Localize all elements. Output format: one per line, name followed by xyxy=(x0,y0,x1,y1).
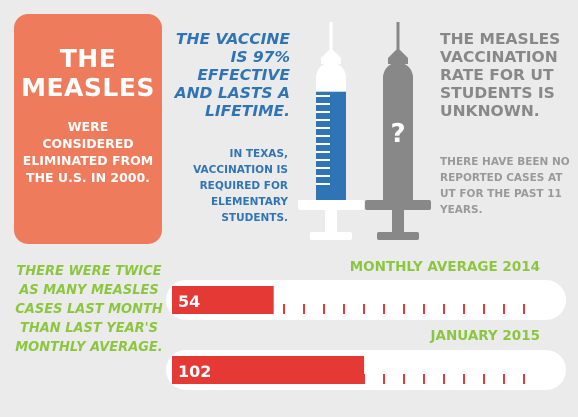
bar-value-2015: 102 xyxy=(178,362,211,381)
vaccine-headline: THE VACCINE IS 97% EFFECTIVE AND LASTS A… xyxy=(174,30,290,120)
bar-2014: 54 xyxy=(166,280,566,320)
bar-2015: 102 xyxy=(166,350,566,390)
card-title: THE MEASLES xyxy=(14,44,162,102)
bar-label-2014: MONTHLY AVERAGE 2014 xyxy=(349,259,540,275)
measles-card: THE MEASLES WERE CONSIDERED ELIMINATED F… xyxy=(14,14,162,244)
thermometer-bars: 54 102 xyxy=(166,280,566,390)
ut-rate-headline: THE MEASLES VACCINATION RATE FOR UT STUD… xyxy=(440,30,561,120)
bar-fill-2014 xyxy=(172,286,274,314)
card-title-line1: THE xyxy=(59,44,117,73)
card-title-line2: MEASLES xyxy=(21,73,155,102)
comparison-text: THERE WERE TWICE AS MANY MEASLES CASES L… xyxy=(15,264,163,355)
unknown-mark: ? xyxy=(390,119,405,149)
bar-value-2014: 54 xyxy=(178,292,200,311)
texas-note: IN TEXAS, VACCINATION IS REQUIRED FOR EL… xyxy=(193,148,288,224)
bar-fill-2015 xyxy=(172,356,365,384)
bar-label-2015: JANUARY 2015 xyxy=(430,328,540,344)
syringes-illustration: ? xyxy=(298,22,431,240)
card-body: WERE CONSIDERED ELIMINATED FROM THE U.S.… xyxy=(22,119,154,185)
vaccinated-syringe-icon xyxy=(298,22,364,240)
ut-cases-note: THERE HAVE BEEN NO REPORTED CASES AT UT … xyxy=(440,156,570,216)
unknown-syringe-icon: ? xyxy=(365,22,431,240)
